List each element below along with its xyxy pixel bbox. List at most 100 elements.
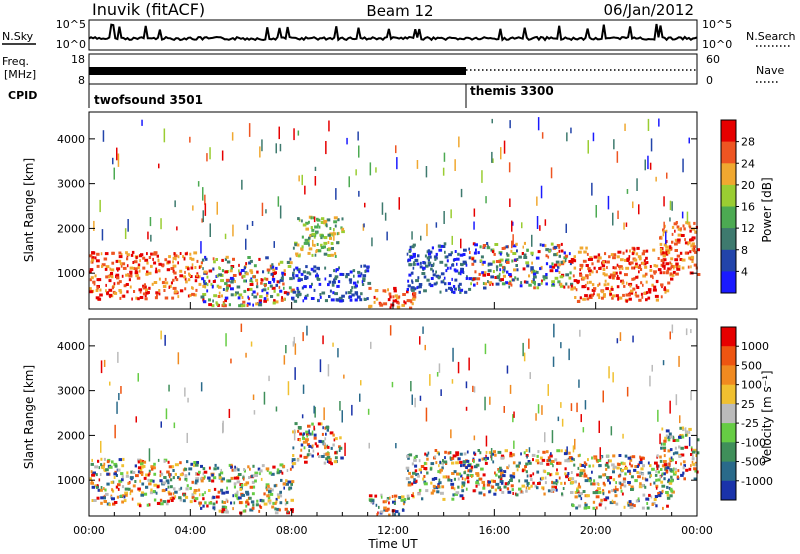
power-data-cell [610,253,614,257]
velocity-data-cell [296,458,300,462]
power-data-cell [682,158,684,173]
velocity-data-cell [153,483,158,487]
velocity-data-cell [202,497,205,501]
power-data-cell [96,264,100,268]
power-data-cell [241,296,244,299]
velocity-data-cell [597,483,600,486]
power-data-cell [603,273,608,277]
power-data-cell [161,281,165,285]
velocity-data-cell [696,451,700,455]
power-data-cell [252,303,254,307]
power-data-cell [550,242,554,246]
power-data-cell [420,261,422,265]
velocity-data-cell [270,472,275,476]
power-data-cell [310,267,314,271]
power-data-cell [471,257,474,261]
velocity-data-cell [153,466,156,470]
power-data-cell [468,256,472,260]
power-data-cell [454,287,457,291]
power-data-cell [479,245,482,249]
power-data-cell [295,293,299,297]
velocity-data-cell [619,481,622,485]
velocity-data-cell [232,507,234,511]
power-data-cell [645,280,648,284]
power-data-cell [286,292,289,296]
velocity-data-cell [670,469,675,473]
velocity-data-cell [424,452,427,456]
velocity-data-cell [178,487,181,491]
power-data-cell [457,271,460,275]
power-colorbar-segment [721,249,736,272]
velocity-data-cell [291,462,296,466]
velocity-data-cell [475,484,478,488]
velocity-data-cell [417,474,420,478]
velocity-data-cell [321,432,324,436]
power-data-cell [492,248,495,252]
power-data-cell [308,220,310,224]
power-data-cell [94,256,97,260]
power-data-cell [459,272,462,276]
power-data-cell [660,248,663,251]
velocity-data-cell [523,451,526,455]
power-data-cell [115,259,118,263]
velocity-data-cell [650,474,652,478]
velocity-data-cell [670,456,673,460]
power-data-cell [369,162,372,176]
power-data-cell [565,223,567,233]
power-data-cell [222,302,225,306]
velocity-data-cell [270,488,274,492]
power-data-cell [505,281,509,285]
power-data-cell [135,256,138,259]
velocity-data-cell [575,506,579,510]
power-data-cell [292,290,297,294]
velocity-data-cell [550,472,553,476]
power-data-cell [676,240,681,244]
power-data-cell [321,217,325,221]
velocity-data-cell [541,476,545,480]
velocity-data-cell [681,433,684,437]
velocity-data-cell [137,458,141,462]
velocity-data-cell [305,438,309,442]
velocity-data-cell [605,496,610,500]
power-data-cell [179,274,184,278]
velocity-data-cell [299,432,302,436]
velocity-data-cell [682,428,685,432]
velocity-data-cell [188,472,191,476]
velocity-data-cell [452,454,457,458]
power-data-cell [568,260,572,263]
power-data-cell [211,285,214,289]
power-data-cell [270,295,274,298]
velocity-data-cell [537,482,541,485]
velocity-data-cell [573,458,575,462]
velocity-data-cell [450,486,454,490]
power-data-cell [111,261,115,265]
velocity-colorbar-tick-label: 500 [741,359,762,372]
velocity-data-cell [638,485,643,489]
power-data-cell [263,277,267,281]
power-data-cell [299,278,303,282]
power-data-cell [652,276,654,280]
velocity-data-cell [113,462,118,466]
power-data-cell [520,281,523,285]
power-data-cell [304,238,309,242]
velocity-data-cell [619,332,622,341]
power-data-cell [351,293,355,297]
power-data-cell [542,275,546,279]
velocity-data-cell [369,499,372,502]
velocity-data-cell [529,372,531,379]
velocity-data-cell [98,478,101,482]
power-data-cell [99,288,102,292]
velocity-data-cell [90,470,93,474]
power-data-cell [129,272,133,276]
velocity-data-cell [147,478,150,482]
velocity-data-cell [427,451,430,455]
x-tick-label: 00:00 [73,524,105,537]
velocity-data-cell [423,467,428,470]
velocity-data-cell [200,479,204,483]
power-data-cell [283,291,288,295]
velocity-data-cell [682,471,685,475]
velocity-data-cell [414,397,416,408]
power-data-cell [432,273,436,277]
velocity-data-cell [691,460,694,464]
velocity-data-cell [191,480,194,484]
